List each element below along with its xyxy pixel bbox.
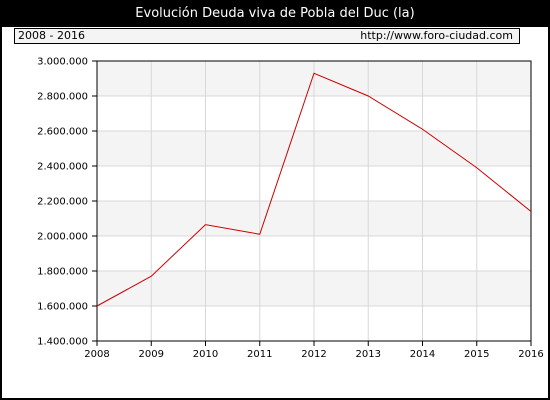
y-tick-label: 2.200.000 — [37, 197, 88, 208]
y-tick-label: 2.400.000 — [37, 162, 88, 173]
x-tick-label: 2016 — [518, 349, 543, 360]
x-tick-label: 2015 — [464, 349, 489, 360]
y-tick-label: 2.000.000 — [37, 232, 88, 243]
axis-ticks — [92, 60, 532, 346]
data-point — [421, 128, 424, 131]
source-url-link[interactable]: http://www.foro-ciudad.com — [360, 29, 513, 42]
y-tick-label: 1.400.000 — [37, 337, 88, 348]
x-tick-label: 2011 — [247, 349, 272, 360]
info-bar: 2008 - 2016 http://www.foro-ciudad.com — [14, 28, 520, 44]
x-tick-label: 2013 — [356, 349, 381, 360]
date-range-label: 2008 - 2016 — [18, 29, 85, 42]
data-point — [204, 223, 207, 226]
y-tick-label: 3.000.000 — [37, 57, 88, 68]
y-tick-label: 1.600.000 — [37, 302, 88, 313]
data-point — [150, 275, 153, 278]
series-group — [96, 72, 533, 308]
y-axis-labels: 1.400.000 1.600.000 1.800.000 2.000.000 2.20… — [37, 57, 88, 348]
x-axis-labels: 2008 2009 2010 2011 2012 2013 2014 2015 2016 — [84, 349, 543, 360]
x-tick-label: 2014 — [410, 349, 435, 360]
y-tick-label: 1.800.000 — [37, 267, 88, 278]
line-chart: 1.400.000 1.600.000 1.800.000 2.000.000 2.20… — [37, 57, 544, 361]
y-tick-label: 2.600.000 — [37, 127, 88, 138]
data-point — [367, 95, 370, 98]
data-point — [96, 305, 99, 308]
series-line — [96, 72, 532, 307]
data-point — [475, 166, 478, 169]
y-tick-label: 2.800.000 — [37, 92, 88, 103]
chart-title: Evolución Deuda viva de Pobla del Duc (l… — [135, 6, 415, 21]
data-point — [313, 72, 316, 75]
x-tick-label: 2012 — [301, 349, 326, 360]
x-tick-label: 2010 — [193, 349, 218, 360]
chart-panel: 1.400.000 1.600.000 1.800.000 2.000.000 2.20… — [2, 27, 548, 398]
data-point — [530, 210, 533, 213]
x-tick-label: 2009 — [139, 349, 164, 360]
x-tick-label: 2008 — [84, 349, 109, 360]
data-point — [258, 233, 261, 236]
